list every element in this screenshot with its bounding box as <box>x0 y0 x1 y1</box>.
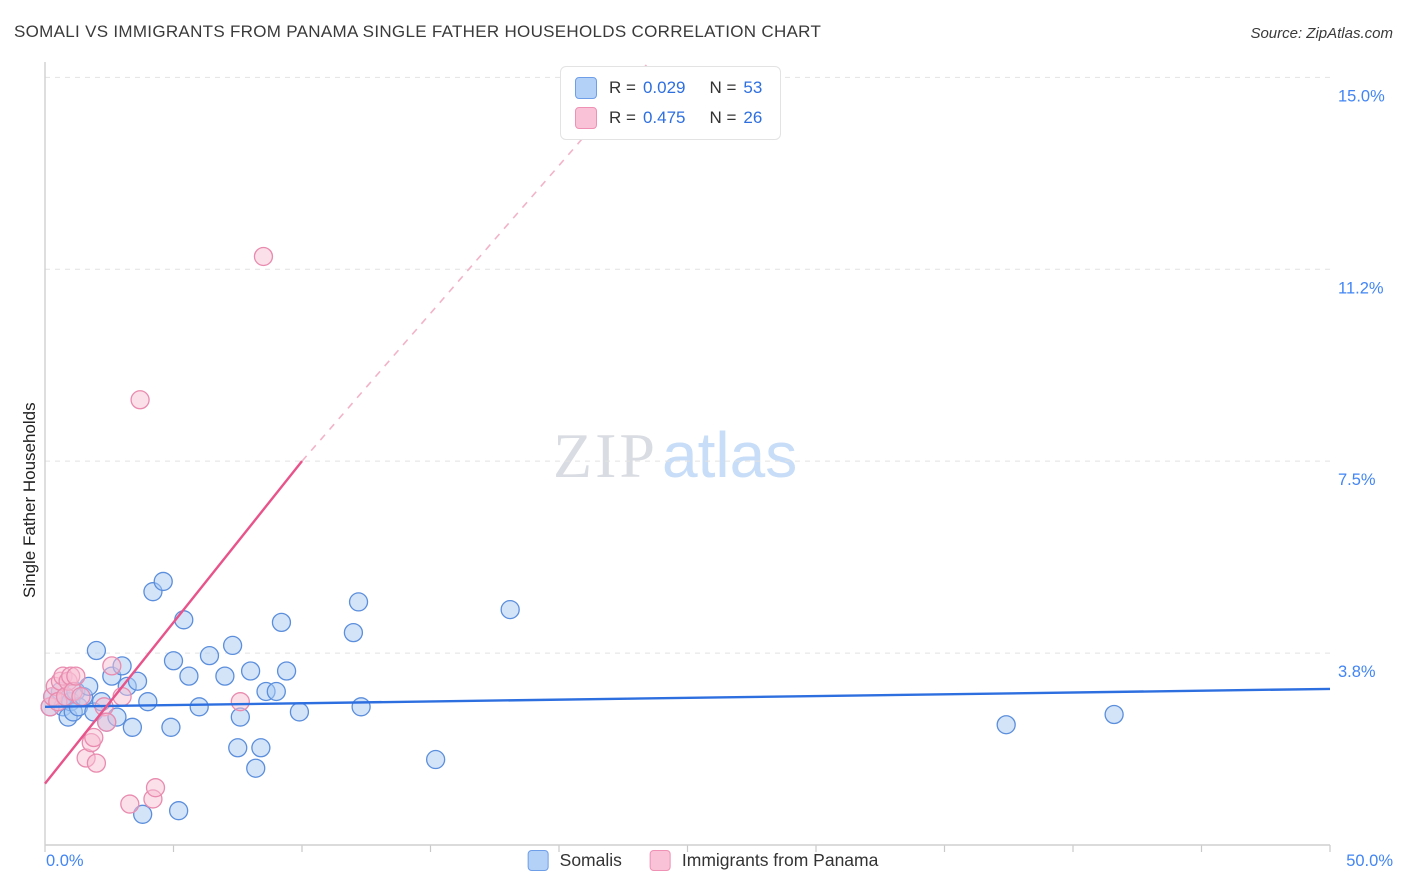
panama-point <box>230 692 250 712</box>
panama-point <box>130 390 150 410</box>
somalis-point <box>163 651 184 671</box>
legend-item-panama: Immigrants from Panama <box>649 850 879 871</box>
somalis-point <box>343 622 364 643</box>
somalis-point <box>215 666 235 686</box>
r-label: R = <box>609 78 636 97</box>
correlation-legend-box: R = 0.029 N = 53 R = 0.475 N = 26 <box>560 66 782 140</box>
panama-point <box>120 794 140 814</box>
panama-point <box>102 656 122 676</box>
panama-swatch <box>575 107 597 129</box>
somalis-swatch <box>575 77 597 99</box>
somalis-point <box>276 661 297 681</box>
somalis-swatch <box>527 850 549 871</box>
somalis-point <box>189 697 209 717</box>
y-tick-label: 11.2% <box>1338 279 1384 297</box>
legend-row-somalis: R = 0.029 N = 53 <box>575 77 762 99</box>
series-legend: Somalis Immigrants from Panama <box>527 850 879 871</box>
r-value: 0.029 <box>642 78 686 97</box>
source-label: Source: ZipAtlas.com <box>1250 25 1393 42</box>
somalis-point <box>122 717 143 737</box>
somalis-point <box>199 645 220 666</box>
n-label: N = <box>709 78 737 97</box>
chart-title: SOMALI VS IMMIGRANTS FROM PANAMA SINGLE … <box>14 22 822 41</box>
somalis-point <box>222 635 243 656</box>
y-tick-label: 7.5% <box>1338 471 1376 489</box>
n-value: 26 <box>743 108 763 127</box>
somalis-point <box>174 610 194 630</box>
watermark-atlas: atlas <box>662 419 798 491</box>
panama-point <box>66 666 86 686</box>
somalis-point <box>246 758 266 778</box>
legend-row-panama: R = 0.475 N = 26 <box>575 107 762 129</box>
legend-item-label: Immigrants from Panama <box>681 850 879 870</box>
somalis-point <box>240 661 261 681</box>
somalis-point <box>153 571 173 592</box>
somalis-point <box>138 692 158 712</box>
x-axis-max-label: 50.0% <box>1346 852 1393 870</box>
y-tick-label: 3.8% <box>1338 663 1376 681</box>
panama-trendline <box>44 460 303 785</box>
somalis-trendline <box>44 687 1331 709</box>
watermark: ZIP atlas <box>553 418 797 493</box>
somalis-point <box>133 804 153 824</box>
panama-point <box>84 727 104 748</box>
legend-item-somalis: Somalis <box>527 850 622 871</box>
n-label: N = <box>709 108 737 127</box>
n-value: 53 <box>743 78 763 97</box>
panama-point <box>86 753 107 773</box>
somalis-point <box>1104 704 1124 725</box>
somalis-point <box>228 738 248 758</box>
somalis-point <box>289 702 310 722</box>
somalis-point <box>168 801 189 821</box>
somalis-point <box>348 592 369 612</box>
somalis-point <box>266 681 286 702</box>
somalis-point <box>996 715 1016 735</box>
somalis-point <box>271 612 292 633</box>
panama-point <box>253 246 274 267</box>
panama-swatch <box>649 850 671 871</box>
somalis-point <box>161 717 181 737</box>
panama-point <box>145 778 166 798</box>
somalis-point <box>351 697 371 717</box>
r-value: 0.475 <box>642 108 686 127</box>
x-axis-min-label: 0.0% <box>46 852 84 870</box>
y-tick-label: 15.0% <box>1338 87 1385 105</box>
somalis-point <box>425 749 446 770</box>
somalis-point <box>86 640 107 661</box>
somalis-point <box>500 599 520 620</box>
somalis-point <box>251 738 271 758</box>
somalis-point <box>179 666 199 686</box>
panama-point <box>71 686 91 707</box>
r-label: R = <box>609 108 636 127</box>
somalis-point <box>127 671 148 691</box>
panama-point <box>97 712 117 732</box>
watermark-zip: ZIP <box>553 420 658 491</box>
legend-item-label: Somalis <box>559 850 622 870</box>
